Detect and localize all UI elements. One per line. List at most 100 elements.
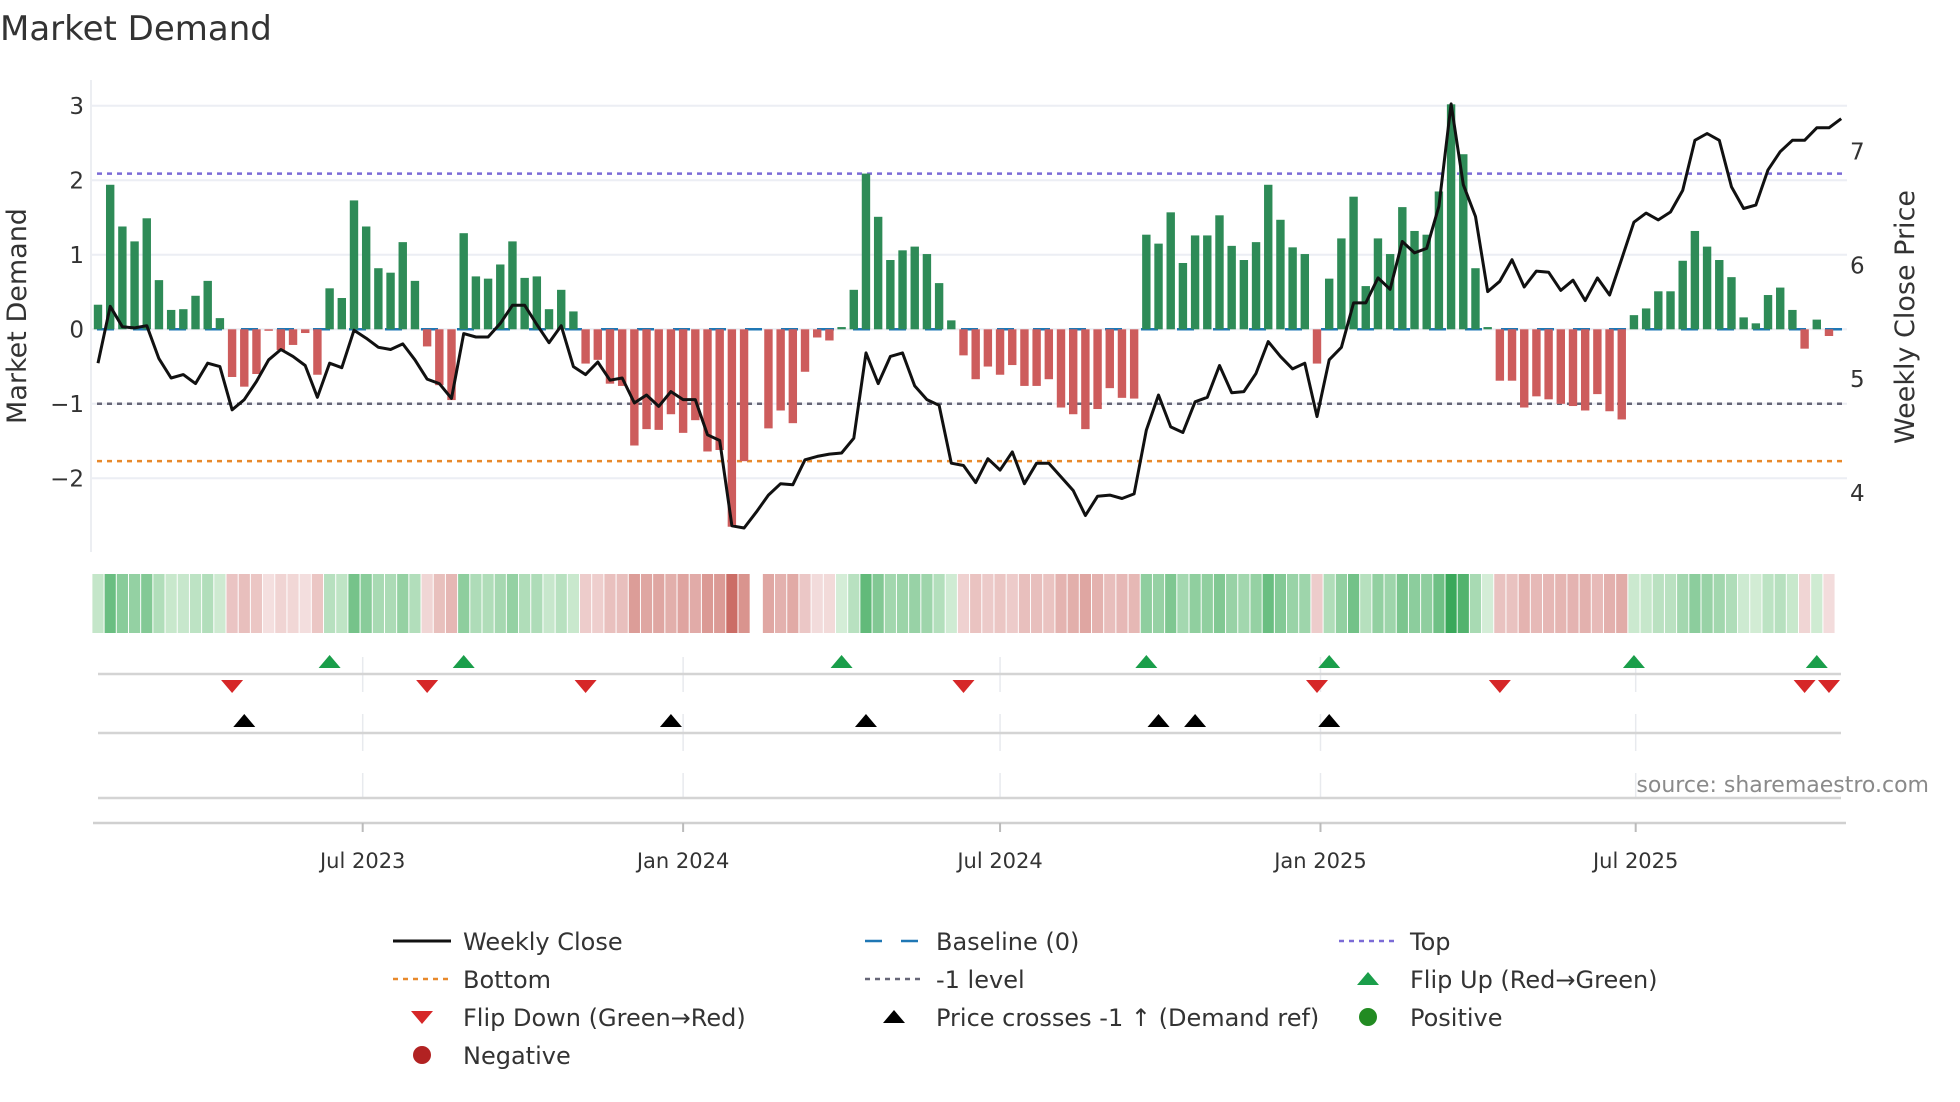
legend-item: Price crosses -1 ↑ (Demand ref) (883, 1004, 1319, 1032)
positive-demand-bar (1812, 319, 1821, 330)
legend-item: Bottom (393, 966, 551, 994)
left-tick-label: −2 (50, 466, 84, 492)
heatmap-cell (1664, 574, 1677, 633)
positive-demand-bar (142, 218, 151, 330)
positive-demand-bar (1227, 245, 1236, 330)
x-tick-label: Jul 2025 (1591, 849, 1678, 873)
positive-demand-bar (1361, 286, 1370, 330)
negative-demand-bar (971, 329, 980, 380)
positive-demand-bar (873, 216, 883, 330)
price-cross-marker (659, 714, 682, 727)
heatmap-cell (275, 574, 287, 633)
heatmap-cell (799, 574, 811, 633)
heatmap-cell (1482, 574, 1494, 633)
flip-up-marker (1805, 655, 1828, 668)
flip-down-marker (221, 680, 244, 693)
heatmap-cell (701, 574, 714, 633)
heatmap-cell (982, 574, 994, 633)
flip-down-marker (416, 680, 439, 693)
heatmap-cell (1786, 574, 1799, 633)
negative-demand-bar (1800, 329, 1809, 349)
heatmap-cell (835, 574, 848, 633)
heatmap-cell (360, 574, 372, 633)
weekly-close-line (96, 102, 1843, 530)
heatmap-cell (909, 574, 921, 633)
heatmap-cell (1616, 574, 1628, 633)
heatmap-cell (677, 574, 689, 633)
heatmap-cell (519, 574, 531, 633)
heatmap-cell (689, 574, 701, 633)
negative-demand-bar (301, 329, 310, 334)
heatmap-cell (189, 574, 202, 633)
legend-label: Positive (1410, 1004, 1503, 1032)
heatmap-cell (1043, 574, 1055, 633)
flip-down-marker (1817, 680, 1840, 693)
legend-label: Price crosses -1 ↑ (Demand ref) (936, 1004, 1319, 1032)
positive-demand-bar (1300, 254, 1310, 330)
positive-demand-bar (1410, 230, 1419, 330)
triangle-up-icon (883, 1010, 905, 1023)
legend-label: Top (1409, 928, 1451, 956)
positive-demand-bar (520, 277, 529, 330)
negative-demand-bar (776, 329, 785, 411)
positive-demand-bar (1264, 184, 1273, 330)
heatmap-cell (1347, 574, 1360, 633)
legend-label: -1 level (936, 966, 1025, 994)
legend-label: Baseline (0) (936, 928, 1079, 956)
heatmap-cell (580, 574, 592, 633)
heatmap-cell (1738, 574, 1750, 633)
legend-item: Weekly Close (393, 928, 623, 956)
positive-demand-bar (910, 246, 919, 330)
negative-demand-bar (995, 329, 1005, 375)
heatmap-cell (1750, 574, 1762, 633)
negative-demand-bar (642, 329, 651, 430)
heatmap-cell (653, 574, 665, 633)
heatmap-cell (1299, 574, 1311, 633)
positive-demand-bar (1276, 219, 1285, 330)
heatmap-cell (336, 574, 348, 633)
positive-demand-bar (557, 289, 566, 330)
heatmap-cell (1603, 574, 1616, 633)
negative-demand-bar (1495, 329, 1505, 381)
heatmap-cell (1360, 574, 1372, 633)
heatmap-cell (933, 574, 945, 633)
heatmap-cell (726, 574, 738, 633)
positive-demand-bar (1239, 260, 1249, 330)
heatmap-cell (1189, 574, 1201, 633)
positive-demand-bar (1385, 254, 1395, 330)
legend-label: Flip Down (Green→Red) (463, 1004, 746, 1032)
heatmap-cell (1396, 574, 1408, 633)
heatmap-cell (1372, 574, 1384, 633)
heatmap-cell (1725, 574, 1738, 633)
positive-demand-bar (1142, 234, 1151, 330)
heatmap-cell (1384, 574, 1396, 633)
negative-demand-bar (1056, 329, 1066, 408)
heatmap-cell (592, 574, 604, 633)
legend-label: Flip Up (Red→Green) (1410, 966, 1658, 994)
negative-demand-bar (1580, 329, 1590, 411)
heatmap-cell (238, 574, 250, 633)
heatmap-cell (1652, 574, 1664, 633)
flip-up-marker (452, 655, 475, 668)
negative-demand-bar (1105, 329, 1114, 389)
positive-demand-bar (849, 289, 858, 330)
heatmap-cell (226, 574, 238, 633)
price-cross-marker (233, 714, 256, 727)
negative-demand-bar (1532, 329, 1541, 397)
heatmap-cell (1591, 574, 1603, 633)
heatmap-cell (1104, 574, 1116, 633)
negative-demand-bar (1593, 329, 1602, 395)
heatmap-cell (872, 574, 884, 633)
legend-item: Flip Down (Green→Red) (411, 1004, 746, 1032)
positive-demand-bar (898, 250, 907, 330)
negative-demand-bar (227, 329, 237, 377)
heatmap-cell (287, 574, 299, 633)
positive-demand-bar (1788, 309, 1797, 330)
price-cross-marker (854, 714, 877, 727)
heatmap-cell (1201, 574, 1213, 633)
heatmap-cell (1579, 574, 1591, 633)
chart-title: Market Demand (0, 9, 272, 49)
legend: Weekly Close Baseline (0) Top Bottom -1 leve… (393, 928, 1658, 1070)
legend-item: Positive (1359, 1004, 1503, 1032)
positive-demand-bar (459, 233, 468, 330)
